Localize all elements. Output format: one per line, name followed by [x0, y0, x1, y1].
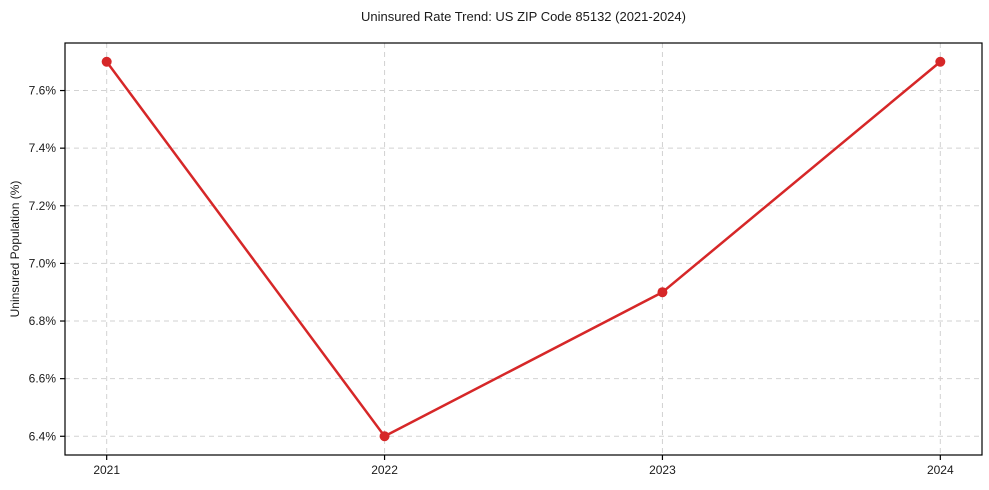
y-tick-label: 6.6% — [29, 372, 57, 386]
chart-title: Uninsured Rate Trend: US ZIP Code 85132 … — [361, 9, 686, 24]
data-point — [935, 56, 946, 67]
y-tick-label: 6.8% — [29, 314, 57, 328]
plot-border — [64, 42, 983, 456]
data-point — [379, 431, 390, 442]
gridlines — [65, 43, 982, 455]
x-tick-label: 2021 — [93, 463, 120, 477]
x-tick-label: 2024 — [927, 463, 954, 477]
data-point — [657, 287, 668, 298]
trend-line — [105, 60, 942, 438]
y-tick-label: 6.4% — [29, 429, 57, 443]
y-tick-label: 7.0% — [29, 256, 57, 270]
y-tick-label: 7.6% — [29, 84, 57, 98]
y-tick-label: 7.2% — [29, 199, 57, 213]
x-tick-label: 2022 — [371, 463, 398, 477]
y-tick-label: 7.4% — [29, 141, 57, 155]
axis-ticks: 6.4% 6.6% 6.8% 7.0% 7.2% 7.4% 7.6% 2021 2022 2023… — [29, 84, 954, 477]
x-tick-label: 2023 — [649, 463, 676, 477]
y-axis-label: Uninsured Population (%) — [8, 180, 22, 318]
data-point — [101, 56, 112, 67]
